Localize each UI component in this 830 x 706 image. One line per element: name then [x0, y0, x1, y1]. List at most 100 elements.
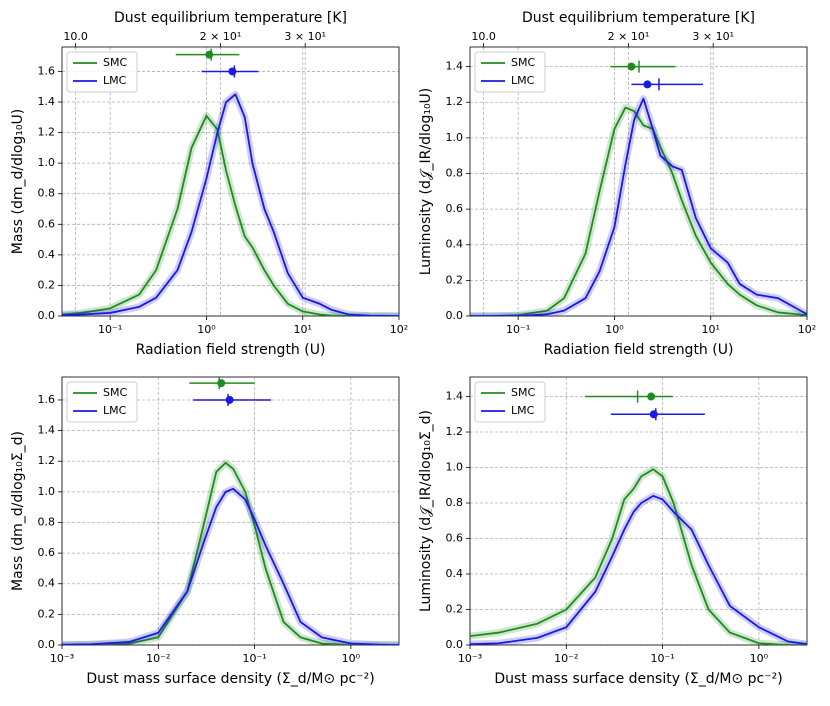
y-tick-label: 0.8	[38, 515, 56, 528]
series-line	[62, 93, 399, 316]
y-tick-label: 0.6	[446, 202, 464, 215]
legend-label: LMC	[103, 74, 127, 87]
x2-tick-label: 2 × 10¹	[608, 30, 650, 43]
legend-box	[66, 381, 138, 423]
x-tick-label: 10⁻¹	[506, 323, 530, 336]
x-tick-label: 10⁻¹	[650, 652, 674, 665]
y-tick-label: 0.0	[38, 309, 56, 322]
subplot: 0.0 0.2 0.4 0.6 0.8 1.0 1.2 1.4 1.6 10⁻³ 10⁻² 10⁻¹ 1…	[10, 376, 400, 687]
plot-frame	[469, 376, 808, 646]
y-tick-label: 0.6	[38, 546, 56, 559]
x-tick-label: 10⁰	[605, 323, 624, 336]
x-tick-label: 10⁰	[342, 652, 361, 665]
x2-tick-label: 3 × 10¹	[284, 30, 326, 43]
legend-label: SMC	[103, 56, 127, 69]
y-tick-label: 1.6	[38, 393, 56, 406]
y-tick-label: 0.2	[446, 603, 464, 616]
x2-axis-label: Dust equilibrium temperature [K]	[114, 10, 347, 26]
y-tick-label: 1.4	[38, 95, 56, 108]
uncertainty-band	[470, 95, 807, 316]
y-axis-label: Mass (dm_d/dlog₁₀Σ_d)	[10, 431, 26, 591]
y-tick-label: 0.2	[38, 278, 56, 291]
x-tick-label: 10²	[798, 323, 816, 336]
legend-label: SMC	[511, 386, 535, 399]
point	[228, 67, 237, 76]
series-line	[470, 468, 807, 645]
series-line	[62, 114, 399, 316]
point	[225, 395, 234, 404]
point	[647, 392, 656, 401]
x-tick-label: 10²	[390, 323, 408, 336]
y-tick-label: 1.0	[38, 156, 56, 169]
x-axis-label: Radiation field strength (U)	[136, 342, 326, 358]
y-tick-label: 1.2	[446, 425, 464, 438]
y-tick-label: 1.0	[38, 485, 56, 498]
y-tick-label: 0.6	[38, 217, 56, 230]
x-tick-label: 10⁻³	[458, 652, 482, 665]
plot-frame	[61, 46, 400, 317]
y-tick-label: 1.2	[38, 126, 56, 139]
point	[205, 50, 214, 59]
y-tick-label: 1.4	[446, 390, 464, 403]
subplot: 0.0 0.2 0.4 0.6 0.8 1.0 1.2 1.4 10⁻³ 10⁻² 10⁻¹ 10⁰ D…	[418, 376, 808, 687]
legend-box	[474, 381, 546, 423]
y-tick-label: 0.2	[446, 273, 464, 286]
y-tick-label: 0.4	[446, 567, 464, 580]
x-tick-label: 10⁻³	[50, 652, 74, 665]
y-tick-label: 1.4	[446, 60, 464, 73]
uncertainty-band	[470, 465, 807, 645]
legend-label: LMC	[103, 404, 127, 417]
x-axis-label: Radiation field strength (U)	[544, 342, 734, 358]
y-tick-label: 0.6	[446, 532, 464, 545]
point	[217, 379, 226, 388]
y-axis-label: Luminosity (d𝒥_IR/dlog₁₀Σ_d)	[418, 410, 434, 612]
plot-frame	[61, 376, 400, 646]
x-tick-label: 10⁻¹	[98, 323, 122, 336]
series-line	[470, 495, 807, 645]
y-tick-label: 0.2	[38, 607, 56, 620]
plot-frame	[469, 46, 808, 317]
legend-label: LMC	[511, 74, 535, 87]
legend-label: SMC	[511, 56, 535, 69]
series-line	[470, 97, 807, 316]
legend-box	[474, 51, 546, 93]
x-tick-label: 10⁰	[197, 323, 216, 336]
y-tick-label: 1.2	[38, 454, 56, 467]
uncertainty-band	[470, 492, 807, 645]
y-tick-label: 0.8	[446, 166, 464, 179]
point	[643, 80, 652, 89]
x-tick-label: 10⁻¹	[242, 652, 266, 665]
y-tick-label: 0.0	[446, 309, 464, 322]
x2-tick-label: 10.0	[471, 30, 496, 43]
x-axis-label: Dust mass surface density (Σ_d/M⊙ pc⁻²)	[86, 671, 374, 687]
x2-tick-label: 10.0	[63, 30, 88, 43]
y-tick-label: 0.4	[38, 248, 56, 261]
legend-label: LMC	[511, 404, 535, 417]
x-tick-label: 10⁰	[750, 652, 769, 665]
x2-tick-label: 2 × 10¹	[200, 30, 242, 43]
uncertainty-band	[62, 112, 399, 316]
point	[649, 410, 658, 419]
x-tick-label: 10¹	[294, 323, 312, 336]
y-tick-label: 0.8	[446, 496, 464, 509]
x-tick-label: 10⁻²	[146, 652, 170, 665]
y-tick-label: 1.6	[38, 64, 56, 77]
subplot: 0.0 0.2 0.4 0.6 0.8 1.0 1.2 1.4 10⁻¹ 10⁰ 10¹ 10² 10.…	[418, 10, 816, 358]
y-tick-label: 0.4	[38, 577, 56, 590]
x2-tick-label: 3 × 10¹	[692, 30, 734, 43]
y-tick-label: 1.4	[38, 424, 56, 437]
y-tick-label: 0.0	[446, 638, 464, 651]
x-tick-label: 10¹	[702, 323, 720, 336]
y-tick-label: 0.8	[38, 187, 56, 200]
y-axis-label: Luminosity (d𝒥_IR/dlog₁₀U)	[418, 88, 434, 276]
uncertainty-band	[62, 90, 399, 316]
x2-axis-label: Dust equilibrium temperature [K]	[522, 10, 755, 26]
series-line	[62, 487, 399, 645]
uncertainty-band	[62, 485, 399, 645]
x-axis-label: Dust mass surface density (Σ_d/M⊙ pc⁻²)	[494, 671, 782, 687]
legend-box	[66, 51, 138, 93]
y-tick-label: 0.4	[446, 238, 464, 251]
y-tick-label: 0.0	[38, 638, 56, 651]
subplot: 0.0 0.2 0.4 0.6 0.8 1.0 1.2 1.4 1.6 10⁻¹ 10⁰ 10¹ 10²…	[10, 10, 408, 358]
